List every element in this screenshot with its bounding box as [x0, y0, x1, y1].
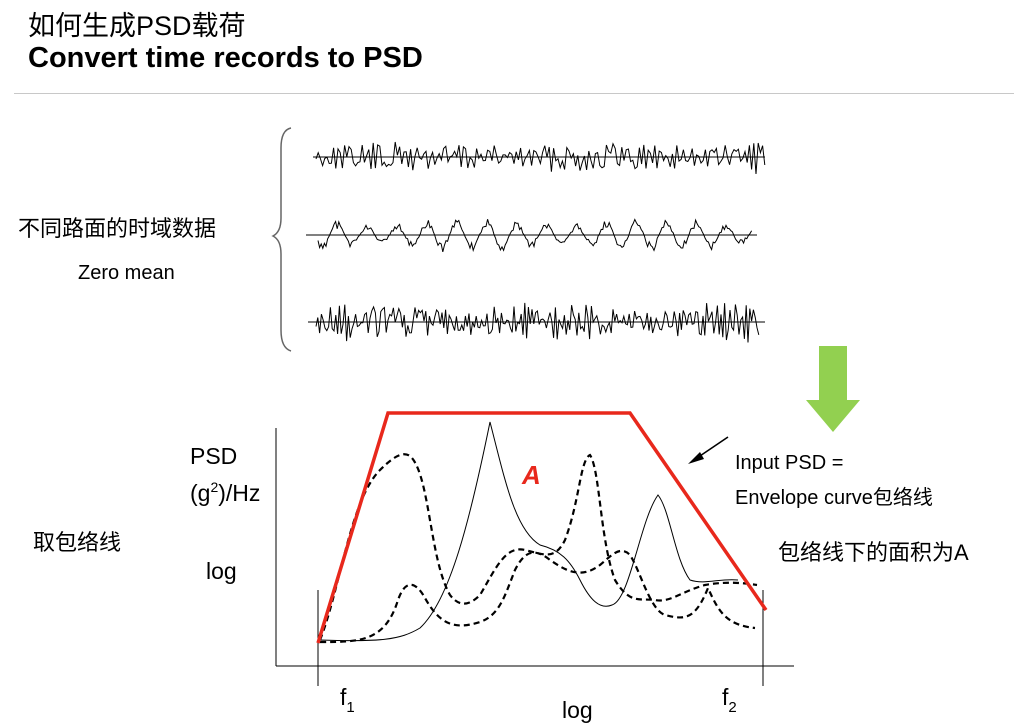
psd-ylabel-line2: (g2)/Hz [190, 479, 261, 507]
f2-main: f [722, 684, 729, 710]
title-chinese: 如何生成PSD载荷 [28, 11, 246, 41]
psd-ylabel-pre: (g [190, 480, 211, 506]
curly-brace [271, 127, 292, 352]
time-record-3 [315, 302, 760, 343]
f1-main: f [340, 684, 347, 710]
f2-subscript: 2 [728, 699, 737, 716]
envelope-label-cn: 取包络线 [33, 530, 122, 555]
psd-envelope-curve [316, 411, 768, 644]
f1-subscript: 1 [346, 699, 355, 716]
psd-ylabel-post: )/Hz [218, 480, 261, 506]
psd-ylabel-log: log [206, 558, 237, 584]
f1-label: f1 [340, 684, 355, 716]
f2-label: f2 [722, 684, 737, 716]
input-psd-line1: Input PSD = [735, 452, 844, 474]
title-divider [14, 93, 1014, 94]
area-label: A [522, 460, 541, 490]
time-records-label-cn: 不同路面的时域数据 [18, 216, 217, 241]
pointer-arrow-head [688, 452, 704, 464]
area-note: 包络线下的面积为A [778, 540, 969, 565]
psd-curve-dashed-1 [318, 453, 758, 641]
psd-ylabel-line1: PSD [190, 443, 238, 469]
down-arrow-icon [806, 346, 860, 432]
input-psd-line2: Envelope curve包络线 [735, 487, 933, 509]
psd-curve-dashed-2 [319, 549, 756, 644]
psd-xlabel-log: log [562, 697, 593, 723]
psd-ylabel-superscript: 2 [210, 479, 219, 495]
psd-curve-solid [319, 421, 739, 642]
title-english: Convert time records to PSD [28, 42, 423, 74]
time-record-2 [317, 218, 753, 253]
time-record-1 [315, 141, 766, 175]
zero-mean-label: Zero mean [78, 262, 175, 284]
